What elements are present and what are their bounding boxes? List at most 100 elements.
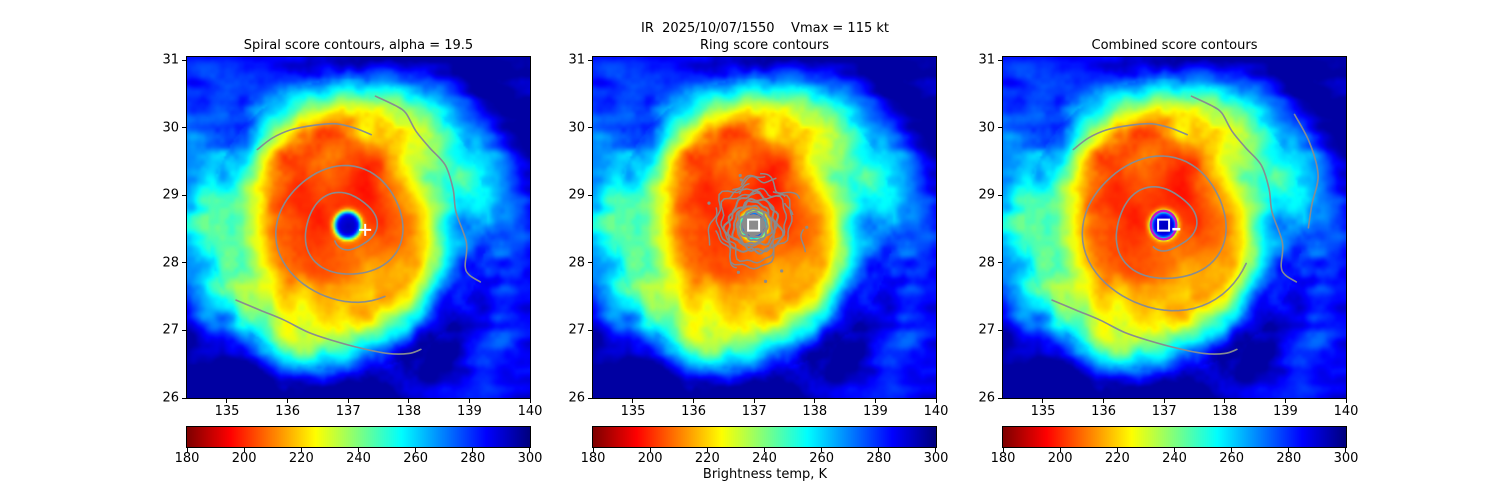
combined-contour-overlay: [1051, 95, 1319, 355]
y-tick-label: 26: [162, 390, 179, 406]
x-tick: [468, 399, 470, 403]
y-tick-label: 29: [568, 187, 585, 203]
panel-title-combined: Combined score contours: [1091, 38, 1258, 53]
colorbar-tick: [706, 448, 708, 452]
x-tick: [408, 399, 410, 403]
x-tick: [1163, 399, 1165, 403]
colorbar-tick-label: 240: [346, 451, 371, 466]
colorbar-tick-label: 220: [1104, 451, 1130, 466]
colorbar-tick: [1344, 448, 1346, 452]
colorbar-tick-label: 260: [1219, 451, 1245, 466]
x-tick-label: 137: [1151, 404, 1177, 419]
colorbar-tick-label: 260: [809, 451, 835, 466]
colorbar-tick: [764, 448, 765, 452]
panel-title-ring: Ring score contours: [699, 38, 830, 53]
colorbar-tick: [300, 448, 302, 452]
y-tick: [588, 262, 592, 264]
x-tick-label: 138: [396, 404, 422, 419]
colorbar-tick-label: 240: [1162, 451, 1187, 466]
x-tick: [347, 399, 349, 403]
x-tick-label: 138: [802, 404, 828, 419]
x-tick: [529, 399, 531, 403]
x-tick: [632, 399, 634, 403]
y-tick-label: 28: [162, 255, 179, 271]
x-tick-label: 137: [741, 404, 767, 419]
colorbar-tick-label: 220: [694, 451, 720, 466]
colorbar-gradient: [593, 427, 936, 447]
x-tick-label: 136: [275, 404, 301, 419]
y-tick: [588, 397, 592, 399]
colorbar-ring: 180 200 220 240 260 280 300: [581, 426, 948, 466]
x-tick-label: 135: [214, 404, 240, 419]
colorbar-combined: 180 200 220 240 260 280 300: [991, 426, 1358, 466]
x-tick-label: 137: [335, 404, 361, 419]
y-tick: [182, 262, 186, 264]
y-tick: [588, 59, 592, 61]
x-tick: [935, 399, 937, 403]
colorbar-tick-label: 280: [1276, 451, 1302, 466]
colorbar-tick: [1174, 448, 1175, 452]
x-tick-label: 136: [681, 404, 707, 419]
y-tick-label: 31: [162, 52, 179, 68]
y-tick: [182, 194, 186, 196]
colorbar-tick-label: 200: [1047, 451, 1073, 466]
x-tick: [753, 399, 755, 403]
colorbar-tick-label: 240: [752, 451, 777, 466]
colorbar-tick: [878, 448, 880, 452]
x-tick-label: 135: [620, 404, 646, 419]
colorbar-tick: [1116, 448, 1118, 452]
y-tick-label: 27: [978, 322, 995, 338]
y-tick-label: 30: [568, 120, 585, 136]
colorbar-tick: [1002, 448, 1004, 452]
colorbar-tick-label: 260: [403, 451, 429, 466]
x-tick-label: 139: [456, 404, 482, 419]
x-tick: [814, 399, 816, 403]
ir-brightness-temp-image: [1003, 57, 1346, 398]
y-tick: [998, 397, 1002, 399]
colorbar-tick: [1059, 448, 1061, 452]
y-tick-label: 27: [568, 322, 585, 338]
y-tick: [182, 329, 186, 331]
y-tick: [998, 127, 1002, 129]
y-tick-label: 26: [978, 390, 995, 406]
y-tick-label: 28: [568, 255, 585, 271]
x-tick-label: 139: [862, 404, 888, 419]
y-tick: [998, 194, 1002, 196]
colorbar-tick-label: 200: [231, 451, 257, 466]
figure-suptitle: IR 2025/10/07/1550 Vmax = 115 kt: [641, 21, 889, 36]
colorbar-tick: [649, 448, 651, 452]
y-tick: [998, 262, 1002, 264]
y-tick: [998, 59, 1002, 61]
colorbar-tick-label: 180: [580, 451, 606, 466]
y-tick: [182, 59, 186, 61]
y-tick: [998, 329, 1002, 331]
panel-spiral-score: Spiral score contours, alpha = 19.5 135 1…: [162, 38, 542, 419]
colorbar-tick: [528, 448, 530, 452]
colorbar-tick: [415, 448, 417, 452]
y-tick-label: 31: [978, 52, 995, 68]
x-tick: [1284, 399, 1286, 403]
spiral-contour-overlay: [235, 95, 482, 355]
colorbar-tick: [358, 448, 359, 452]
colorbar-gradient: [1003, 427, 1346, 447]
y-tick-label: 29: [162, 187, 179, 203]
colorbar-tick-label: 180: [990, 451, 1016, 466]
colorbar-tick: [243, 448, 245, 452]
colorbar-tick-label: 200: [637, 451, 663, 466]
colorbar-tick: [934, 448, 936, 452]
y-tick-label: 31: [568, 52, 585, 68]
x-tick-label: 140: [1333, 404, 1359, 419]
colorbar-tick-label: 180: [174, 451, 200, 466]
x-tick: [1224, 399, 1226, 403]
colorbar-tick-label: 300: [517, 451, 543, 466]
colorbar-tick: [1231, 448, 1233, 452]
x-tick-label: 139: [1272, 404, 1298, 419]
colorbar-tick: [592, 448, 594, 452]
x-tick: [226, 399, 228, 403]
x-tick: [693, 399, 695, 403]
x-tick-label: 140: [517, 404, 543, 419]
x-tick-label: 138: [1212, 404, 1238, 419]
y-tick: [588, 194, 592, 196]
panel-ring-score: Ring score contours 135 136 137 138 139 140 31…: [568, 38, 948, 419]
